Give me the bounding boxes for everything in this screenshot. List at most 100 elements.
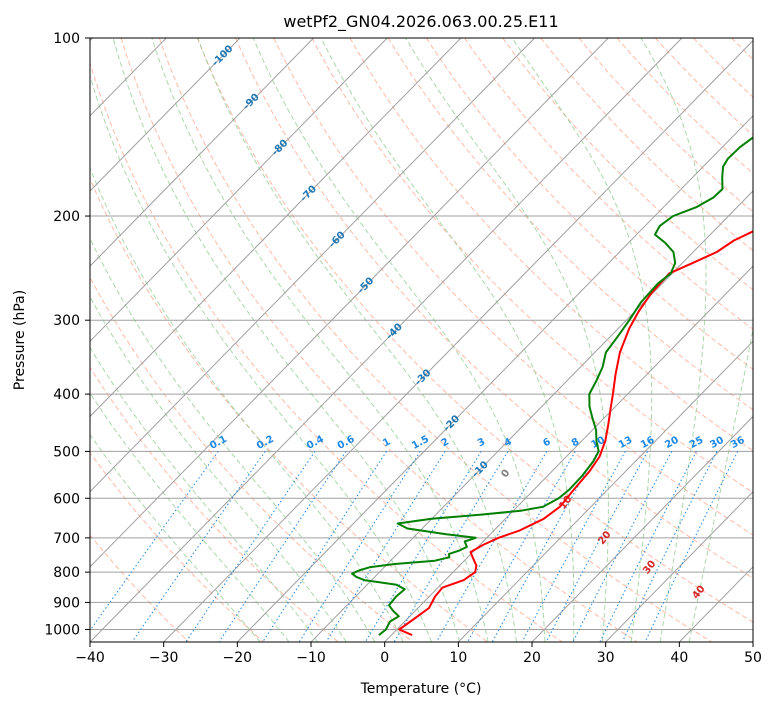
mixing-ratio-line xyxy=(131,451,266,642)
moist-adiabat-label: 40 xyxy=(690,584,707,602)
isotherm-line xyxy=(163,39,753,642)
moist-adiabat xyxy=(688,325,753,642)
x-tick-label: 40 xyxy=(670,650,688,666)
dry-adiabat xyxy=(158,38,712,642)
mixing-ratio-label: 1 xyxy=(381,436,392,449)
moist-adiabat xyxy=(197,38,517,642)
dry-adiabat xyxy=(693,38,753,98)
isotherm-line xyxy=(90,38,609,568)
mixing-ratio-label: 6 xyxy=(541,436,552,449)
dry-adiabat xyxy=(349,38,753,452)
dry-adiabat xyxy=(616,38,753,175)
mixing-ratio-label: 0.1 xyxy=(208,434,229,452)
mixing-ratio-label: 20 xyxy=(663,435,680,451)
y-tick-label: 1000 xyxy=(44,622,80,638)
mixing-ratio-line xyxy=(621,451,718,642)
mixing-ratio-line xyxy=(521,451,626,642)
moist-adiabat xyxy=(640,38,707,642)
mixing-ratio-label: 0.4 xyxy=(305,434,326,452)
y-tick-label: 600 xyxy=(53,491,80,507)
mixing-ratio-line xyxy=(218,451,347,642)
mixing-ratio-line xyxy=(185,451,316,642)
isotherm-line xyxy=(90,38,241,192)
mixing-ratio-label: 16 xyxy=(639,435,656,451)
moist-adiabat xyxy=(90,346,319,642)
mixing-ratio-label: 8 xyxy=(570,436,581,449)
mixing-ratio-line xyxy=(491,451,599,642)
mixing-ratio-line xyxy=(262,451,388,642)
dry-adiabat xyxy=(425,38,753,370)
dry-adiabat xyxy=(90,61,563,642)
dry-adiabat xyxy=(90,451,264,642)
x-tick-label: 50 xyxy=(744,650,762,666)
mixing-ratio-line xyxy=(325,451,446,642)
isotherm-line xyxy=(90,38,388,343)
dry-adiabat xyxy=(578,38,753,213)
mixing-ratio-line xyxy=(364,451,482,642)
dry-adiabat xyxy=(196,38,753,623)
dry-adiabat xyxy=(654,38,753,136)
x-tick-label: −10 xyxy=(296,650,326,666)
dry-adiabat xyxy=(464,38,753,330)
mixing-ratio-line xyxy=(644,451,739,642)
dry-adiabat xyxy=(120,38,638,642)
y-tick-label: 700 xyxy=(53,531,80,547)
dry-adiabat xyxy=(502,38,753,291)
moist-adiabat xyxy=(90,391,290,642)
isotherm-line xyxy=(384,265,753,642)
moist-adiabat-label: 0 xyxy=(499,468,512,480)
mixing-ratio-line xyxy=(90,451,219,632)
isotherm-line xyxy=(310,190,753,642)
x-tick-label: 30 xyxy=(597,650,615,666)
y-tick-label: 500 xyxy=(53,444,80,460)
x-tick-label: 0 xyxy=(380,650,389,666)
moist-adiabat xyxy=(151,38,489,642)
moist-adiabat xyxy=(90,433,261,642)
moist-adiabat-label: 20 xyxy=(596,529,613,547)
dewpoint-profile-line xyxy=(351,136,753,636)
isotherm-line xyxy=(752,641,753,642)
x-tick-label: −20 xyxy=(223,650,253,666)
mixing-ratio-line xyxy=(545,451,648,642)
isotherm-line xyxy=(90,38,535,493)
mixing-ratio-line xyxy=(599,451,697,642)
moist-adiabat xyxy=(90,74,432,642)
plot-frame xyxy=(89,37,754,643)
moist-adiabat xyxy=(405,38,609,642)
dry-adiabat xyxy=(235,38,753,579)
mixing-ratio-label: 0.2 xyxy=(255,434,276,452)
moist-adiabat xyxy=(112,38,461,642)
moist-adiabat xyxy=(320,38,575,642)
x-tick-label: −30 xyxy=(149,650,179,666)
dry-adiabat xyxy=(387,38,753,411)
y-tick-label: 900 xyxy=(53,595,80,611)
isotherm-label: -100 xyxy=(210,43,236,69)
dry-adiabat xyxy=(770,38,775,642)
dry-adiabat xyxy=(90,276,414,642)
moist-adiabat xyxy=(90,237,376,642)
isotherm-line xyxy=(90,38,462,418)
mixing-ratio-line xyxy=(572,451,673,642)
isotherm-line xyxy=(531,415,753,642)
mixing-ratio-label: 30 xyxy=(708,435,725,451)
mixing-ratio-label: 13 xyxy=(617,435,634,451)
y-tick-label: 100 xyxy=(53,31,80,47)
mixing-ratio-line xyxy=(393,451,509,642)
moist-adiabat xyxy=(90,295,347,642)
mixing-ratio-line xyxy=(467,451,576,642)
chart-title: wetPf2_GN04.2026.063.00.25.E11 xyxy=(283,12,558,32)
moist-adiabat-label: 30 xyxy=(641,559,658,577)
isotherm-line xyxy=(678,566,753,642)
y-tick-label: 400 xyxy=(53,387,80,403)
dry-adiabat xyxy=(90,534,190,642)
moist-adiabat xyxy=(511,38,653,642)
y-tick-label: 800 xyxy=(53,565,80,581)
mixing-ratio-label: 2 xyxy=(440,436,451,449)
mixing-ratio-label: 1.5 xyxy=(410,434,431,452)
dry-adiabat xyxy=(273,38,753,536)
dry-adiabat xyxy=(90,177,488,642)
mixing-ratio-line xyxy=(435,451,548,642)
y-tick-label: 200 xyxy=(53,209,80,225)
moist-adiabat xyxy=(90,166,404,642)
dry-adiabat xyxy=(90,366,339,642)
